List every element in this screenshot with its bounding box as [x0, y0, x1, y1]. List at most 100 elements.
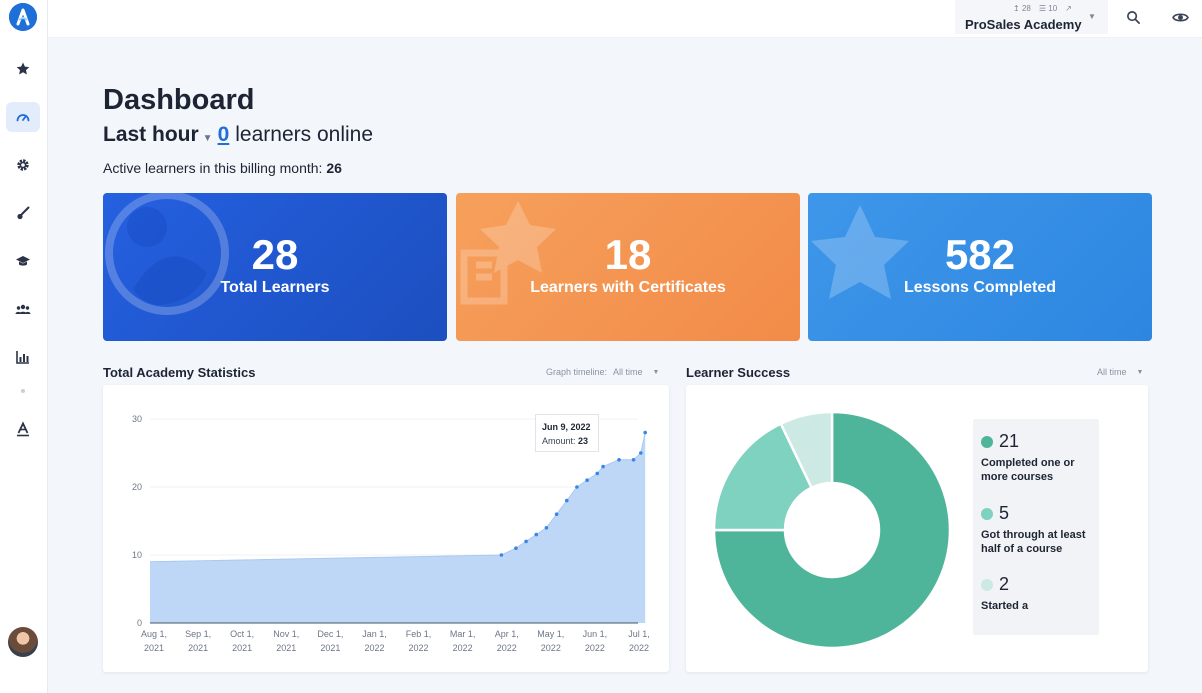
search-button[interactable] — [1123, 7, 1143, 27]
user-avatar[interactable] — [8, 627, 38, 657]
graph-timeline-filter[interactable]: Graph timeline: All time ▼ — [546, 367, 659, 377]
card-label: Lessons Completed — [903, 279, 1057, 296]
donut-chart — [712, 410, 952, 650]
x-tick-label: 2022 — [629, 643, 649, 653]
certificates-card[interactable]: 18 Learners with Certificates — [456, 193, 800, 341]
total-learners-card[interactable]: 28 Total Learners — [103, 193, 447, 341]
y-tick-label: 20 — [132, 482, 142, 492]
search-icon — [1126, 10, 1140, 24]
sidebar-item-settings[interactable] — [6, 150, 40, 180]
billing-label: Active learners in this billing month: — [103, 160, 323, 176]
sidebar-item-design[interactable] — [6, 198, 40, 228]
x-tick-label: 2022 — [409, 643, 429, 653]
x-tick-label: 2022 — [585, 643, 605, 653]
sidebar-item-favorites[interactable] — [6, 54, 40, 84]
chevron-down-icon[interactable]: ▼ — [202, 133, 213, 144]
donut-slice[interactable] — [712, 422, 814, 532]
courses-stat: ☰ 10 — [1038, 4, 1058, 13]
data-point — [585, 478, 589, 482]
online-suffix: learners online — [235, 123, 374, 146]
legend-color — [981, 578, 993, 591]
data-point — [544, 526, 549, 530]
area-fill — [150, 432, 646, 623]
sidebar-item-courses[interactable] — [6, 246, 40, 276]
card-value: 582 — [944, 231, 1016, 278]
data-point — [514, 546, 518, 550]
data-point — [524, 539, 528, 544]
x-tick-label: 2021 — [144, 643, 164, 653]
x-tick-label: Aug 1, — [141, 629, 167, 639]
data-point — [554, 512, 559, 516]
star-icon — [16, 62, 30, 75]
learner-success-chart: 21 Completed one or more courses 5 Got t… — [686, 385, 1148, 672]
sidebar — [0, 0, 48, 693]
sidebar-item-reports[interactable] — [6, 342, 40, 372]
x-tick-label: 2022 — [541, 643, 561, 653]
academy-stats-chart: 0 10 20 30 Aug 1, 2021 Sep 1, 2021 Oct 1, 2021 Nov… — [103, 385, 669, 672]
data-point — [639, 451, 643, 455]
learner-icon — [105, 193, 229, 315]
x-tick-label: Dec 1, — [317, 629, 343, 639]
legend-item: 5 Got through at least half of a course — [981, 503, 1097, 556]
star-icon — [811, 205, 909, 299]
tooltip-amount-label: Amount: — [542, 436, 576, 446]
filter-value: All time — [613, 367, 643, 377]
x-tick-label: 2022 — [453, 643, 473, 653]
success-timeline-filter[interactable]: All time ▼ — [1097, 367, 1143, 377]
online-count-link[interactable]: 0 — [217, 123, 230, 146]
academy-stats: ↥ 28 ☰ 10 ↗ — [1013, 4, 1072, 13]
series-line — [149, 432, 646, 563]
x-tick-label: 2021 — [320, 643, 340, 653]
x-tick-label: 2021 — [276, 643, 296, 653]
legend-item: 2 Started a — [981, 574, 1097, 613]
y-tick-label: 30 — [132, 414, 142, 424]
sidebar-divider-dot — [21, 389, 25, 393]
x-tick-label: 2021 — [232, 643, 252, 653]
tooltip-amount: 23 — [578, 436, 589, 446]
y-tick-label: 0 — [137, 618, 142, 628]
sidebar-item-dashboard[interactable] — [6, 102, 40, 132]
gear-icon — [17, 159, 29, 171]
data-point — [575, 485, 579, 489]
chevron-down-icon: ▼ — [1088, 12, 1096, 21]
legend-label: Completed one or more courses — [981, 457, 1075, 483]
courses-stat-value: 10 — [1048, 4, 1058, 13]
academy-switcher[interactable]: ↥ 28 ☰ 10 ↗ ProSales Academy ▼ — [955, 0, 1108, 34]
certificate-icon — [460, 201, 556, 305]
academy-name: ProSales Academy — [965, 17, 1082, 32]
data-point — [617, 458, 621, 462]
success-panel-title: Learner Success — [686, 365, 791, 380]
chevron-down-icon: ▼ — [1136, 368, 1144, 376]
x-tick-label: May 1, — [537, 629, 564, 639]
lessons-completed-card[interactable]: 582 Lessons Completed — [808, 193, 1152, 341]
area-chart: 0 10 20 30 Aug 1, 2021 Sep 1, 2021 Oct 1, 2021 Nov… — [132, 414, 650, 653]
legend-color — [981, 435, 993, 448]
data-point — [595, 471, 600, 476]
data-point — [499, 553, 504, 557]
graduation-cap-icon — [16, 256, 30, 266]
x-tick-label: Oct 1, — [230, 629, 254, 639]
data-point — [631, 458, 636, 462]
legend-value: 21 — [999, 431, 1020, 451]
page-title: Dashboard — [103, 84, 255, 116]
donut-legend: 21 Completed one or more courses 5 Got t… — [973, 419, 1099, 635]
bar-chart-icon — [16, 351, 29, 364]
data-point — [564, 498, 569, 503]
period-select[interactable]: Last hour — [103, 123, 199, 146]
gauge-icon — [16, 114, 30, 122]
data-point — [643, 430, 647, 435]
chevron-down-icon: ▼ — [652, 368, 660, 376]
donut-slice[interactable] — [779, 410, 834, 490]
stats-panel-title: Total Academy Statistics — [103, 365, 256, 380]
donut-slice[interactable] — [712, 410, 952, 650]
x-tick-label: 2021 — [188, 643, 208, 653]
x-tick-label: Sep 1, — [185, 629, 211, 639]
legend-label: Got through at least half of a course — [981, 529, 1086, 555]
billing-count: 26 — [326, 160, 342, 176]
academy-logo-icon[interactable] — [9, 3, 37, 31]
chart-tooltip: Jun 9, 2022 Amount: 23 — [535, 414, 599, 452]
sidebar-item-brand[interactable] — [6, 414, 40, 444]
sidebar-item-users[interactable] — [6, 294, 40, 324]
tooltip-date: Jun 9, 2022 — [542, 422, 591, 432]
preview-button[interactable] — [1170, 7, 1190, 27]
